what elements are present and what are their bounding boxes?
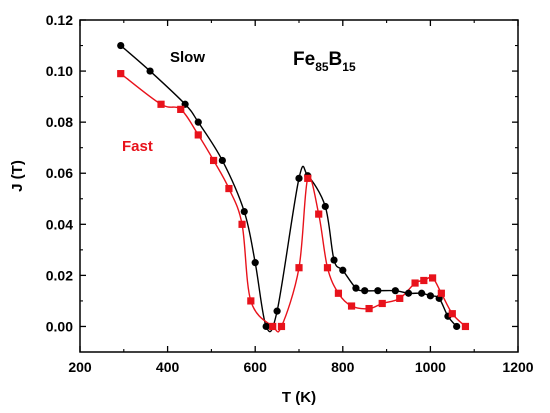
data-point-fast xyxy=(277,322,286,331)
formula-element-1: Fe xyxy=(293,49,315,70)
x-tick-label: 1000 xyxy=(415,359,446,375)
data-point-slow xyxy=(273,307,281,315)
data-point-slow xyxy=(374,287,382,295)
data-point-fast xyxy=(194,131,202,139)
data-point-fast xyxy=(378,299,386,308)
formula-element-2: B xyxy=(329,49,343,70)
data-point-fast xyxy=(238,220,246,228)
data-point-slow xyxy=(117,41,125,50)
series-markers-fast xyxy=(117,70,470,331)
y-tick-label: 0.06 xyxy=(46,165,73,181)
series-line-slow xyxy=(120,45,458,333)
data-point-fast xyxy=(295,264,303,272)
data-point-slow xyxy=(262,322,270,331)
y-axis-title: J (T) xyxy=(9,160,26,192)
x-tick-label: 1200 xyxy=(502,359,533,375)
annotation-fast: Fast xyxy=(122,138,153,155)
x-tick-label: 200 xyxy=(68,359,92,375)
data-point-slow xyxy=(194,118,202,126)
data-point-fast xyxy=(269,322,277,331)
formula-annotation: Fe85B15 xyxy=(293,49,356,74)
data-point-slow xyxy=(146,67,154,75)
formula-subscript-2: 15 xyxy=(342,60,356,74)
data-point-fast xyxy=(365,304,373,313)
y-tick-label: 0.04 xyxy=(46,216,73,232)
y-tick-label: 0.00 xyxy=(46,318,73,334)
data-point-slow xyxy=(321,202,329,211)
data-point-slow xyxy=(391,287,399,295)
data-point-fast xyxy=(117,70,125,78)
data-point-fast xyxy=(428,274,437,282)
data-point-slow xyxy=(339,266,347,274)
data-point-slow xyxy=(352,284,360,292)
data-point-fast xyxy=(247,297,255,305)
data-point-slow xyxy=(426,292,434,300)
data-point-fast xyxy=(437,289,445,297)
data-point-slow xyxy=(240,207,248,216)
data-point-fast xyxy=(448,310,456,318)
plot-area: 200 400 600 800 1000 1200 0.00 0.02 0.04 0.06 0.08… xyxy=(46,12,534,375)
data-point-fast xyxy=(396,294,404,302)
data-point-fast xyxy=(225,184,233,193)
series-markers-slow xyxy=(117,41,461,331)
y-tick-label: 0.12 xyxy=(46,12,73,28)
data-point-slow xyxy=(418,289,426,297)
x-tick-label: 600 xyxy=(244,359,268,375)
data-point-slow xyxy=(330,256,338,264)
y-tick-label: 0.10 xyxy=(46,63,73,79)
data-point-fast xyxy=(323,264,332,272)
x-tick-label: 400 xyxy=(156,359,180,375)
x-tick-label: 800 xyxy=(331,359,355,375)
data-point-slow xyxy=(295,174,303,182)
data-point-fast xyxy=(411,279,419,287)
annotation-slow: Slow xyxy=(170,49,205,66)
data-point-fast xyxy=(334,289,343,297)
data-point-fast xyxy=(315,210,323,218)
formula-subscript-1: 85 xyxy=(315,60,329,74)
data-point-slow xyxy=(404,289,413,297)
data-point-fast xyxy=(157,100,165,108)
data-point-fast xyxy=(177,105,185,113)
y-tick-label: 0.02 xyxy=(46,267,73,283)
data-point-fast xyxy=(347,302,356,310)
x-axis-title: T (K) xyxy=(282,389,316,406)
y-tick-label: 0.08 xyxy=(46,114,73,130)
data-point-fast xyxy=(420,276,428,285)
data-point-slow xyxy=(361,287,369,295)
data-point-fast xyxy=(461,322,470,331)
data-point-fast xyxy=(209,156,218,165)
data-point-slow xyxy=(218,156,226,165)
data-point-fast xyxy=(304,174,312,182)
data-point-slow xyxy=(453,322,461,331)
data-point-slow xyxy=(251,259,259,267)
